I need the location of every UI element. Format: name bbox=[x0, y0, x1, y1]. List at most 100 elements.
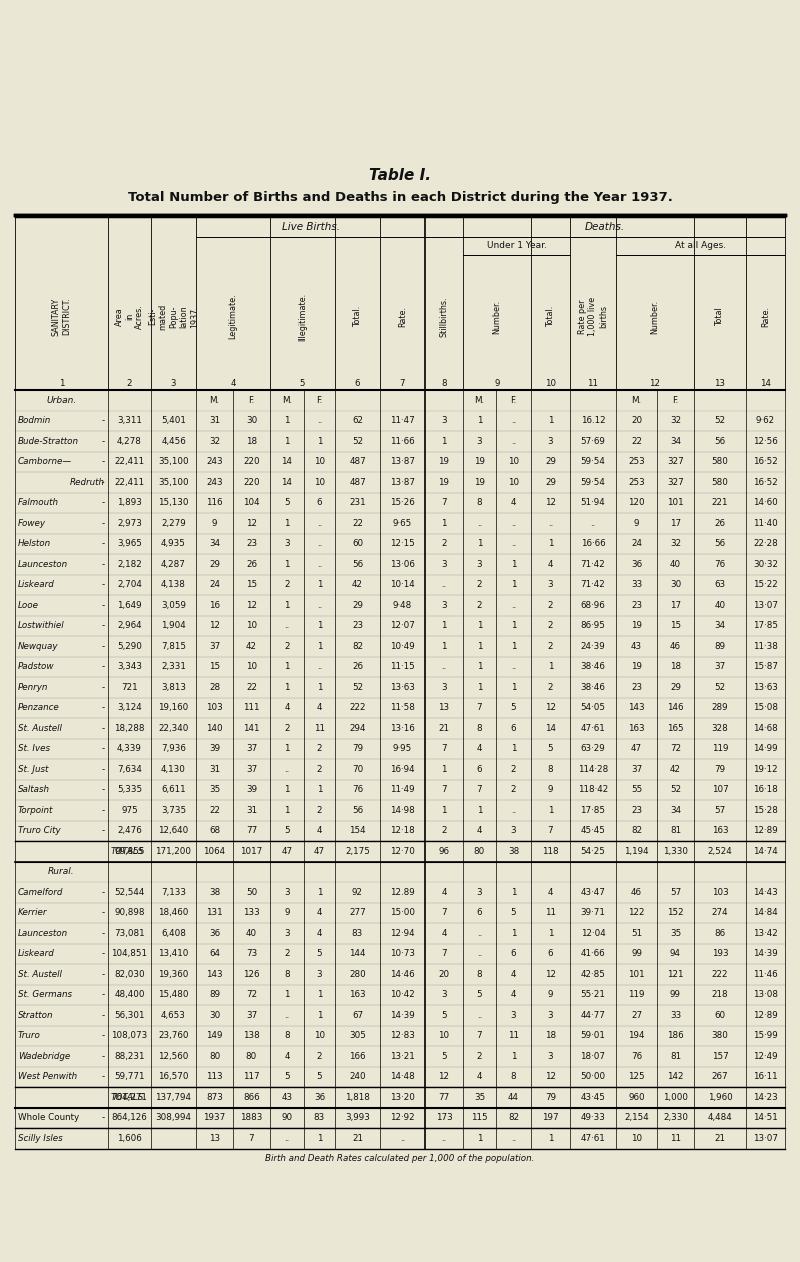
Text: 13: 13 bbox=[438, 703, 450, 712]
Text: 40: 40 bbox=[670, 560, 681, 569]
Text: St. Germans: St. Germans bbox=[18, 991, 72, 1000]
Text: 149: 149 bbox=[206, 1031, 222, 1040]
Text: 163: 163 bbox=[712, 827, 728, 835]
Text: ..: .. bbox=[511, 601, 516, 610]
Text: 487: 487 bbox=[349, 457, 366, 466]
Text: 3: 3 bbox=[441, 991, 447, 1000]
Text: 8: 8 bbox=[477, 969, 482, 979]
Text: 7: 7 bbox=[548, 827, 554, 835]
Text: 80: 80 bbox=[209, 1051, 220, 1061]
Text: 166: 166 bbox=[350, 1051, 366, 1061]
Text: 17·85: 17·85 bbox=[753, 621, 778, 630]
Text: ..: .. bbox=[317, 601, 322, 610]
Text: 2: 2 bbox=[477, 601, 482, 610]
Text: At all Ages.: At all Ages. bbox=[675, 241, 726, 250]
Text: 5: 5 bbox=[284, 498, 290, 507]
Text: 222: 222 bbox=[712, 969, 728, 979]
Text: 308,994: 308,994 bbox=[155, 1113, 191, 1122]
Text: 63: 63 bbox=[714, 581, 726, 589]
Text: 1,000: 1,000 bbox=[663, 1093, 688, 1102]
Text: ..: .. bbox=[442, 1133, 446, 1143]
Text: 163: 163 bbox=[628, 723, 645, 733]
Text: 152: 152 bbox=[667, 909, 684, 917]
Text: 11: 11 bbox=[314, 723, 325, 733]
Text: 79: 79 bbox=[352, 745, 363, 753]
Text: 3,124: 3,124 bbox=[117, 703, 142, 712]
Text: 4: 4 bbox=[548, 887, 554, 897]
Text: 1: 1 bbox=[477, 1133, 482, 1143]
Text: 5: 5 bbox=[317, 1073, 322, 1082]
Text: 18: 18 bbox=[670, 663, 681, 671]
Text: 2: 2 bbox=[317, 745, 322, 753]
Text: 24·39: 24·39 bbox=[581, 642, 606, 651]
Text: 99: 99 bbox=[631, 949, 642, 958]
Text: St. Ives: St. Ives bbox=[18, 745, 50, 753]
Text: 1: 1 bbox=[317, 437, 322, 445]
Text: 13·20: 13·20 bbox=[390, 1093, 415, 1102]
Text: 1: 1 bbox=[477, 663, 482, 671]
Text: 38·46: 38·46 bbox=[581, 663, 606, 671]
Text: Number.: Number. bbox=[493, 299, 502, 333]
Text: 2: 2 bbox=[442, 827, 446, 835]
Text: 960: 960 bbox=[628, 1093, 645, 1102]
Text: 56: 56 bbox=[714, 437, 726, 445]
Text: 580: 580 bbox=[711, 478, 729, 487]
Text: 51: 51 bbox=[631, 929, 642, 938]
Text: 12: 12 bbox=[209, 621, 220, 630]
Text: -: - bbox=[102, 949, 105, 958]
Text: 305: 305 bbox=[349, 1031, 366, 1040]
Text: 1: 1 bbox=[317, 581, 322, 589]
Text: -: - bbox=[102, 929, 105, 938]
Text: 5,290: 5,290 bbox=[117, 642, 142, 651]
Text: 3: 3 bbox=[548, 437, 554, 445]
Text: 2: 2 bbox=[126, 379, 132, 387]
Text: 99,855: 99,855 bbox=[114, 847, 145, 856]
Text: 1: 1 bbox=[58, 379, 64, 387]
Text: 42: 42 bbox=[670, 765, 681, 774]
Text: 48,400: 48,400 bbox=[114, 991, 145, 1000]
Text: Truro: Truro bbox=[18, 1031, 41, 1040]
Text: 82,030: 82,030 bbox=[114, 969, 145, 979]
Text: 14·74: 14·74 bbox=[753, 847, 778, 856]
Text: 11·38: 11·38 bbox=[753, 642, 778, 651]
Text: 24: 24 bbox=[631, 539, 642, 548]
Text: 4: 4 bbox=[442, 929, 446, 938]
Text: 3: 3 bbox=[548, 581, 554, 589]
Text: ..: .. bbox=[284, 765, 290, 774]
Text: 117: 117 bbox=[243, 1073, 260, 1082]
Text: 40: 40 bbox=[246, 929, 257, 938]
Text: 1: 1 bbox=[284, 560, 290, 569]
Text: 77: 77 bbox=[246, 827, 257, 835]
Text: 5: 5 bbox=[317, 949, 322, 958]
Text: 141: 141 bbox=[243, 723, 260, 733]
Text: 76: 76 bbox=[631, 1051, 642, 1061]
Text: 1: 1 bbox=[442, 519, 446, 528]
Text: 1: 1 bbox=[317, 683, 322, 692]
Text: 2,964: 2,964 bbox=[117, 621, 142, 630]
Text: 37: 37 bbox=[246, 765, 257, 774]
Text: 9·65: 9·65 bbox=[393, 519, 412, 528]
Text: 8: 8 bbox=[284, 1031, 290, 1040]
Text: 12: 12 bbox=[545, 498, 556, 507]
Text: 1: 1 bbox=[284, 991, 290, 1000]
Text: 13·42: 13·42 bbox=[753, 929, 778, 938]
Text: ..: .. bbox=[511, 519, 516, 528]
Text: 14: 14 bbox=[545, 723, 556, 733]
Text: 14·51: 14·51 bbox=[753, 1113, 778, 1122]
Text: 10: 10 bbox=[314, 478, 325, 487]
Text: -: - bbox=[102, 560, 105, 569]
Text: 3: 3 bbox=[284, 887, 290, 897]
Text: 44: 44 bbox=[508, 1093, 519, 1102]
Text: 4,138: 4,138 bbox=[161, 581, 186, 589]
Text: 60: 60 bbox=[352, 539, 363, 548]
Text: M.: M. bbox=[631, 396, 642, 405]
Text: 171,200: 171,200 bbox=[155, 847, 191, 856]
Text: Stratton: Stratton bbox=[18, 1011, 54, 1020]
Text: Wadebridge: Wadebridge bbox=[18, 1051, 70, 1061]
Text: 72: 72 bbox=[246, 991, 257, 1000]
Text: 113: 113 bbox=[206, 1073, 223, 1082]
Text: 14·99: 14·99 bbox=[753, 745, 778, 753]
Text: 1: 1 bbox=[284, 416, 290, 425]
Text: ..: .. bbox=[511, 539, 516, 548]
Text: 88,231: 88,231 bbox=[114, 1051, 145, 1061]
